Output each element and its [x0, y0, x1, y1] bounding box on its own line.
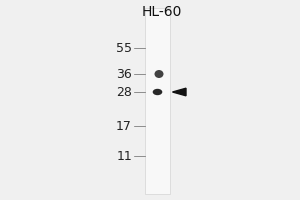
Bar: [145, 8, 170, 194]
Polygon shape: [172, 88, 186, 96]
Text: 55: 55: [116, 42, 132, 54]
Text: 17: 17: [116, 119, 132, 132]
Text: 11: 11: [116, 150, 132, 162]
Ellipse shape: [154, 70, 164, 78]
Text: 28: 28: [116, 86, 132, 98]
Text: 36: 36: [116, 68, 132, 80]
Text: HL-60: HL-60: [142, 5, 182, 19]
Ellipse shape: [153, 89, 162, 95]
